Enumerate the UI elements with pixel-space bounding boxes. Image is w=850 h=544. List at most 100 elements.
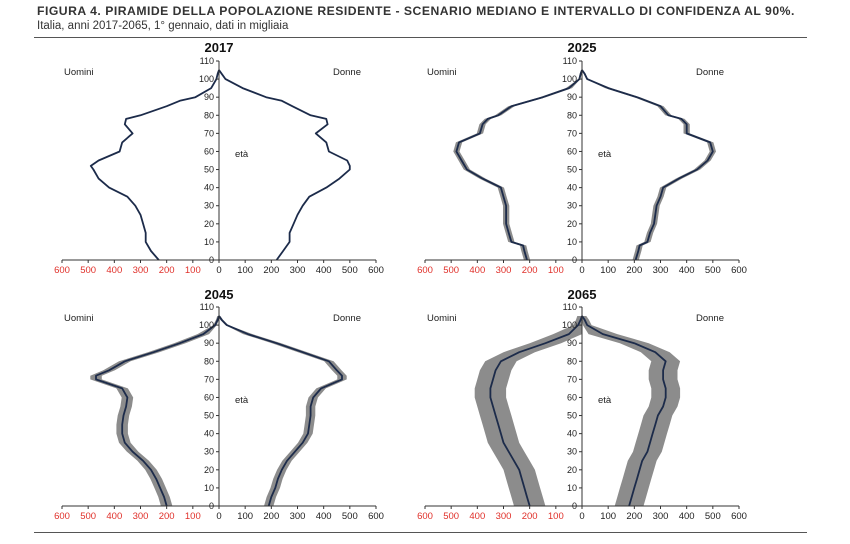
- y-tick-label: 20: [204, 465, 214, 475]
- x-tick-label-women: 500: [705, 265, 721, 276]
- y-tick-label: 110: [200, 302, 214, 312]
- y-tick-label: 70: [204, 128, 214, 138]
- x-tick-label-women: 500: [342, 265, 358, 276]
- age-label: età: [598, 395, 612, 406]
- y-tick-label: 70: [204, 374, 214, 384]
- x-tick-label-women: 100: [237, 265, 253, 276]
- x-tick-label-women: 0: [216, 511, 221, 522]
- x-tick-label-men: 200: [522, 511, 538, 522]
- x-tick-label-women: 100: [600, 511, 616, 522]
- x-tick-label-men: 100: [548, 265, 564, 276]
- y-tick-label: 40: [204, 429, 214, 439]
- x-tick-label-men: 600: [54, 511, 70, 522]
- x-tick-label-women: 200: [626, 265, 642, 276]
- y-tick-label: 50: [567, 411, 577, 421]
- top-divider: [34, 37, 807, 38]
- x-tick-label-women: 400: [316, 265, 332, 276]
- y-tick-label: 10: [567, 483, 577, 493]
- x-tick-label-men: 400: [106, 265, 122, 276]
- men-label: Uomini: [64, 313, 94, 324]
- y-tick-label: 30: [204, 201, 214, 211]
- x-tick-label-men: 500: [80, 511, 96, 522]
- y-tick-label: 60: [204, 392, 214, 402]
- x-tick-label-men: 400: [106, 511, 122, 522]
- figure-title: FIGURA 4. PIRAMIDE DELLA POPOLAZIONE RES…: [37, 4, 807, 33]
- y-tick-label: 60: [567, 392, 577, 402]
- panel-title: 2017: [205, 40, 234, 55]
- x-tick-label-women: 200: [263, 265, 279, 276]
- x-tick-label-men: 400: [469, 511, 485, 522]
- x-tick-label-women: 100: [237, 511, 253, 522]
- x-tick-label-women: 300: [290, 265, 306, 276]
- women-confidence-band: [582, 70, 716, 260]
- x-tick-label-women: 300: [653, 511, 669, 522]
- women-median-line: [581, 315, 667, 507]
- pyramid-panel-2017: 2017 0 10 20 30 40 50 60 70 80 90 100 110 600 500 400 30…: [54, 40, 384, 276]
- pyramid-panel-2025: 2025 0 10 20 30 40 50 60 70 80 90 100 110 600 500 400 30…: [417, 40, 747, 276]
- x-tick-label-women: 0: [216, 265, 221, 276]
- y-tick-label: 90: [567, 92, 577, 102]
- y-tick-label: 80: [567, 356, 577, 366]
- x-tick-label-women: 500: [705, 511, 721, 522]
- y-tick-label: 20: [567, 465, 577, 475]
- x-tick-label-women: 600: [731, 265, 747, 276]
- x-tick-label-men: 100: [185, 511, 201, 522]
- panel-title: 2025: [568, 40, 597, 55]
- y-tick-label: 60: [567, 146, 577, 156]
- women-confidence-band: [582, 316, 681, 506]
- y-tick-label: 100: [199, 74, 214, 84]
- y-tick-label: 0: [572, 501, 577, 511]
- y-tick-label: 30: [567, 447, 577, 457]
- figure-title-main: FIGURA 4. PIRAMIDE DELLA POPOLAZIONE RES…: [37, 4, 795, 18]
- y-tick-label: 80: [567, 110, 577, 120]
- women-label: Donne: [696, 313, 724, 324]
- x-tick-label-men: 200: [159, 265, 175, 276]
- y-tick-label: 10: [204, 237, 214, 247]
- x-tick-label-women: 400: [679, 511, 695, 522]
- x-tick-label-men: 500: [443, 511, 459, 522]
- y-tick-label: 40: [567, 183, 577, 193]
- women-median-line: [581, 69, 714, 261]
- x-tick-label-men: 600: [417, 265, 433, 276]
- x-tick-label-women: 300: [290, 511, 306, 522]
- y-tick-label: 20: [567, 219, 577, 229]
- y-tick-label: 50: [567, 165, 577, 175]
- y-tick-label: 30: [204, 447, 214, 457]
- panel-title: 2065: [568, 287, 597, 302]
- x-tick-label-women: 0: [579, 511, 584, 522]
- y-tick-label: 100: [562, 320, 577, 330]
- y-tick-label: 60: [204, 146, 214, 156]
- men-label: Uomini: [427, 313, 457, 324]
- y-tick-label: 90: [567, 338, 577, 348]
- y-tick-label: 90: [204, 92, 214, 102]
- x-tick-label-women: 500: [342, 511, 358, 522]
- x-tick-label-men: 300: [496, 265, 512, 276]
- age-label: età: [598, 149, 612, 160]
- y-tick-label: 0: [209, 501, 214, 511]
- y-tick-label: 110: [563, 56, 577, 66]
- men-median-line: [489, 315, 583, 507]
- men-confidence-band: [474, 316, 582, 506]
- y-tick-label: 80: [204, 110, 214, 120]
- pyramid-panel-2065: 2065 0 10 20 30 40 50 60 70 80 90 100 110 600 500 400 30…: [417, 287, 747, 522]
- women-label: Donne: [696, 67, 724, 78]
- x-tick-label-women: 0: [579, 265, 584, 276]
- men-label: Uomini: [64, 67, 94, 78]
- y-tick-label: 110: [200, 56, 214, 66]
- x-tick-label-women: 100: [600, 265, 616, 276]
- x-tick-label-women: 300: [653, 265, 669, 276]
- y-tick-label: 100: [199, 320, 214, 330]
- y-tick-label: 0: [572, 255, 577, 265]
- x-tick-label-men: 100: [185, 265, 201, 276]
- x-tick-label-women: 400: [679, 265, 695, 276]
- y-tick-label: 10: [204, 483, 214, 493]
- x-tick-label-women: 600: [368, 511, 384, 522]
- x-tick-label-men: 200: [159, 511, 175, 522]
- women-label: Donne: [333, 67, 361, 78]
- x-tick-label-women: 600: [368, 265, 384, 276]
- x-tick-label-women: 200: [626, 511, 642, 522]
- x-tick-label-men: 200: [522, 265, 538, 276]
- women-label: Donne: [333, 313, 361, 324]
- age-label: età: [235, 149, 249, 160]
